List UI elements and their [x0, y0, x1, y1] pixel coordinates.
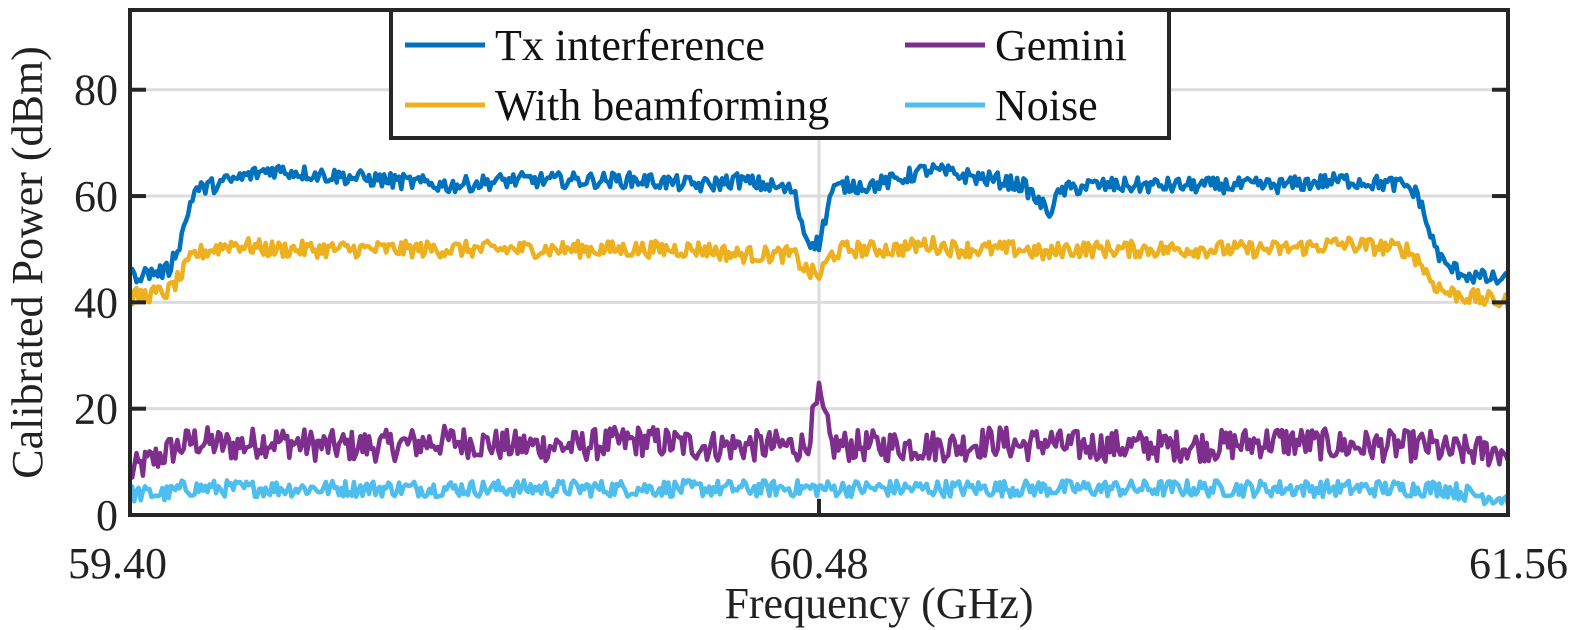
- x-tick-label: 59.40: [68, 539, 167, 588]
- x-axis-title: Frequency (GHz): [724, 579, 1033, 628]
- legend-label-tx-interference: Tx interference: [495, 21, 765, 70]
- y-axis-title: Calibrated Power (dBm): [3, 46, 52, 479]
- series-lines: [127, 162, 1511, 507]
- y-tick-label: 40: [74, 278, 118, 327]
- y-tick-label: 60: [74, 172, 118, 221]
- y-tick-label: 0: [96, 491, 118, 540]
- tick-labels: 0 20 40 60 80 59.40 60.48 61.56: [68, 66, 1568, 588]
- y-tick-label: 80: [74, 66, 118, 115]
- legend-label-noise: Noise: [995, 81, 1098, 130]
- series-line-noise: [127, 477, 1511, 507]
- legend-box: [389, 8, 1171, 140]
- y-tick-label: 20: [74, 385, 118, 434]
- series-line-with-beamforming: [127, 234, 1511, 311]
- legend-label-with-beamforming: With beamforming: [495, 81, 829, 130]
- legend: Tx interference Gemini With beamforming Noi…: [389, 8, 1171, 140]
- x-tick-label: 61.56: [1469, 539, 1568, 588]
- legend-label-gemini: Gemini: [995, 21, 1127, 70]
- series-line-gemini: [127, 380, 1511, 480]
- x-tick-label: 60.48: [770, 539, 869, 588]
- series-line-tx-interference: [127, 162, 1510, 286]
